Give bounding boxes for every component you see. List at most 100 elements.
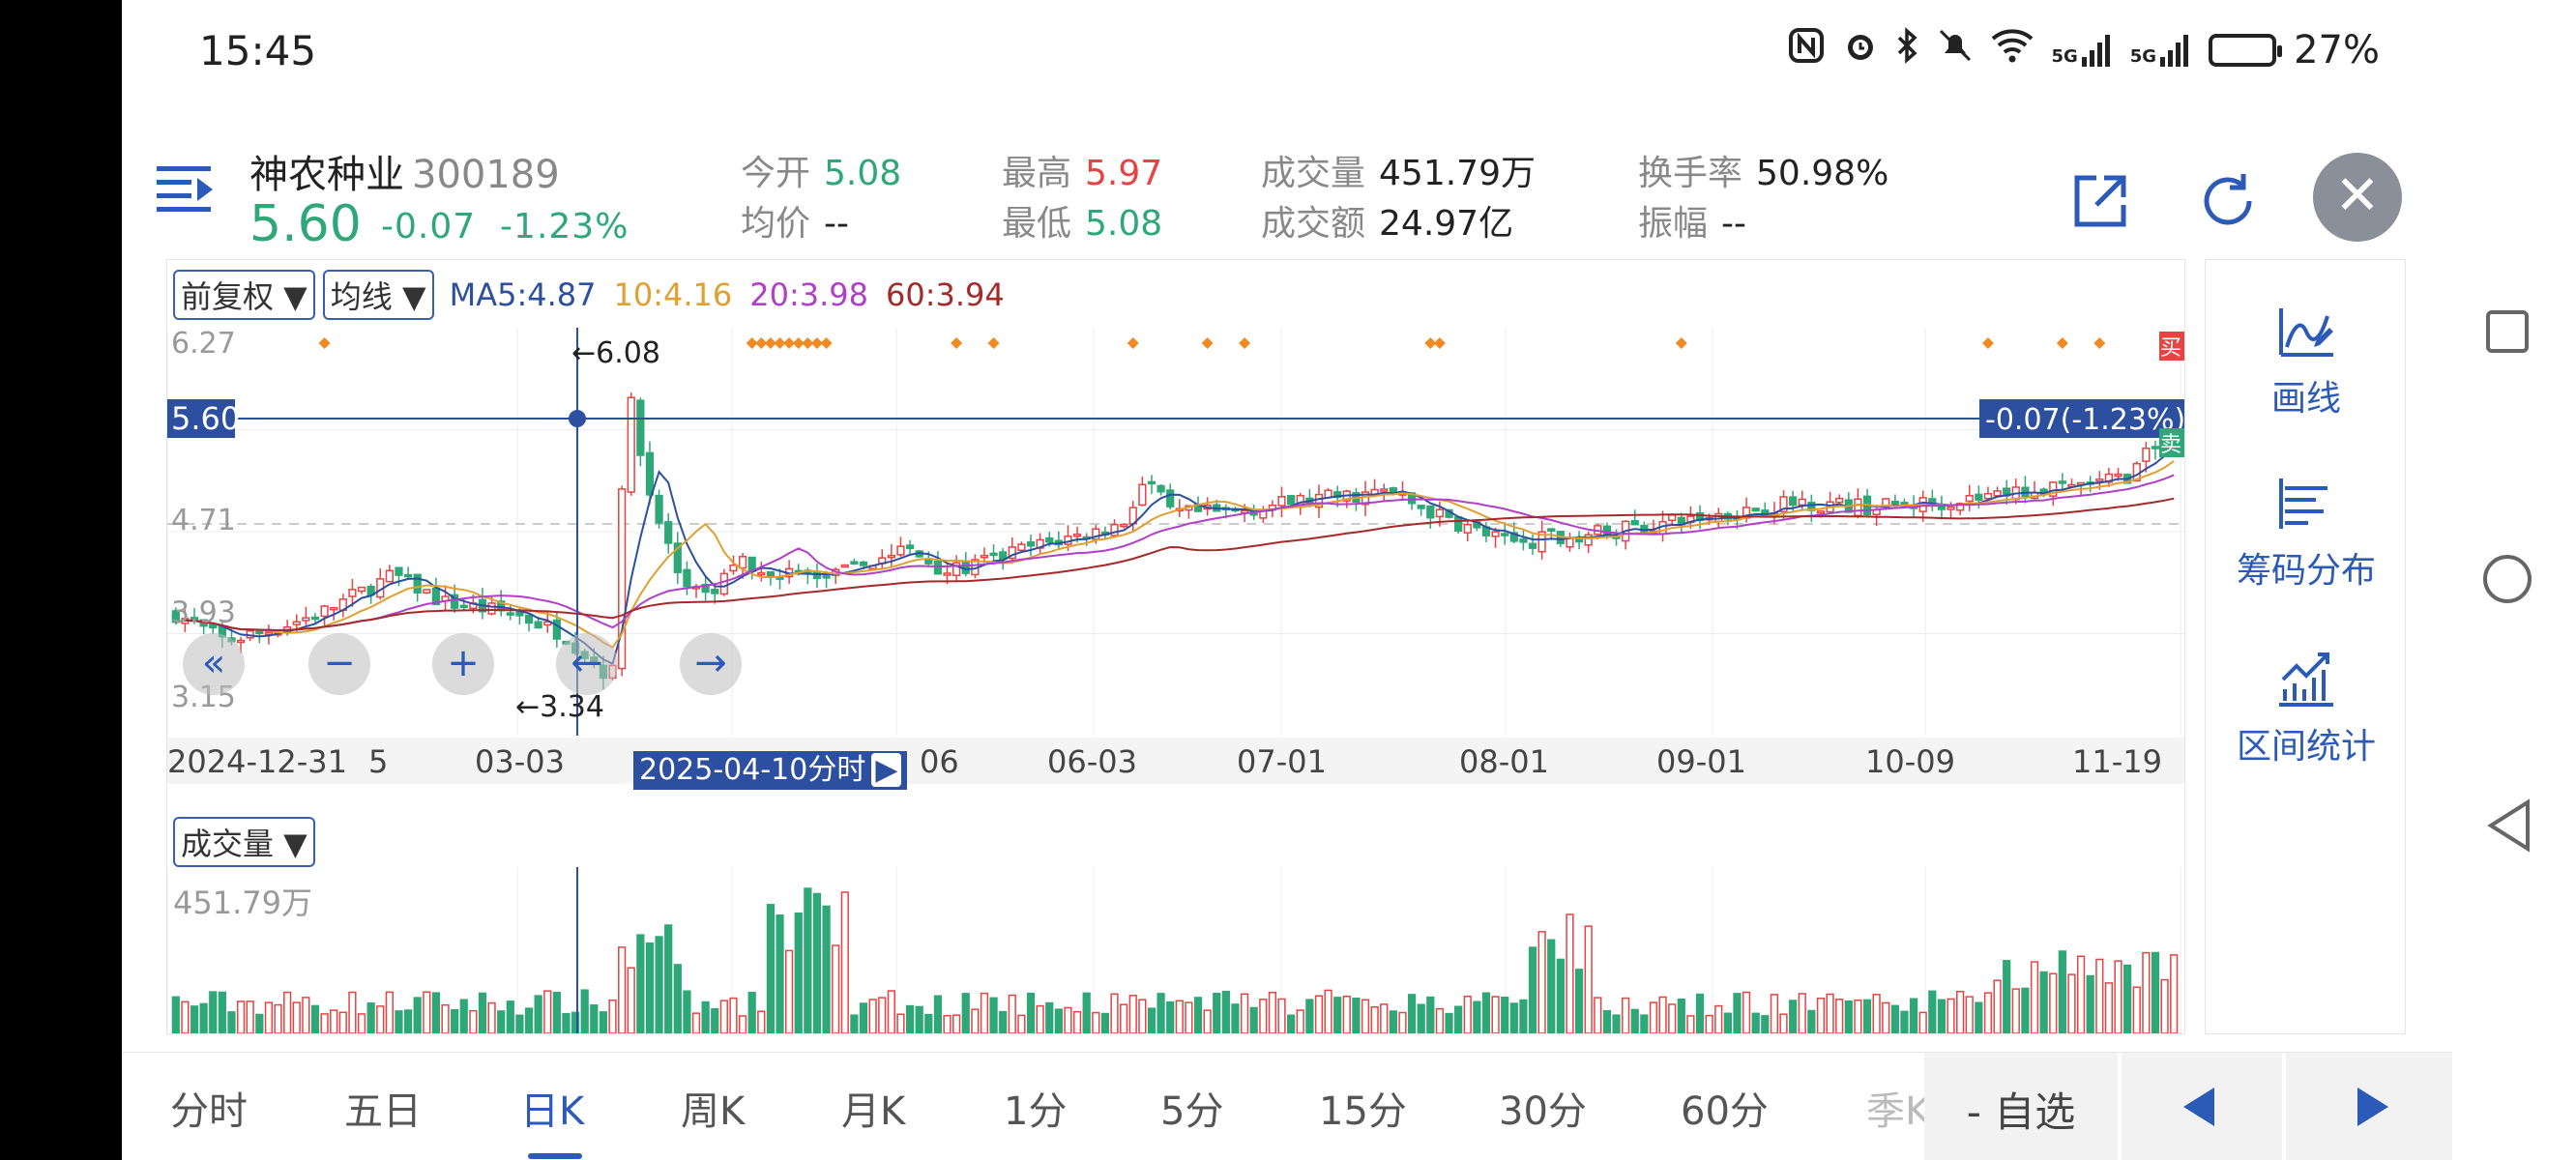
volume-bar — [1761, 1015, 1770, 1033]
volume-bar — [1203, 1009, 1212, 1033]
indicator-select[interactable]: 均线 ▼ — [322, 270, 434, 320]
tab-8[interactable]: 30分 — [1499, 1089, 1587, 1134]
volume-bar — [608, 999, 617, 1033]
candle-body — [1835, 497, 1844, 504]
volume-bar — [431, 992, 441, 1033]
tab-5[interactable]: 1分 — [1004, 1089, 1068, 1134]
candle-body — [840, 564, 849, 568]
draw-line-button[interactable]: 画线 — [2206, 303, 2407, 420]
candle-body — [850, 561, 859, 565]
volume-bar — [469, 1009, 478, 1033]
volume-bar — [1807, 1009, 1816, 1033]
zoom-button-3[interactable]: ← — [556, 633, 618, 695]
volume-bar — [515, 1014, 524, 1033]
volume-bar — [2114, 960, 2122, 1033]
candlestick-chart[interactable]: 6.275.494.713.933.15←6.08←3.345.60-0.07(… — [167, 328, 2184, 736]
candle-body — [989, 552, 998, 557]
candle-body — [1528, 542, 1537, 549]
candle-body — [943, 572, 951, 576]
volume-bar — [310, 1004, 320, 1033]
signal-marker — [1201, 337, 1214, 349]
volume-bar — [1640, 1014, 1649, 1033]
candle-body — [1017, 543, 1026, 552]
tab-4[interactable]: 月K — [841, 1089, 906, 1134]
tab-10[interactable]: 季K — [1866, 1089, 1931, 1134]
volume-bar — [1537, 931, 1546, 1033]
candle-body — [255, 630, 264, 635]
zoom-button-2[interactable]: + — [432, 633, 494, 695]
volume-bar — [1092, 1011, 1100, 1033]
prev-stock-button[interactable] — [2122, 1053, 2282, 1160]
volume-bar — [580, 989, 589, 1033]
volume-bar — [1862, 999, 1872, 1033]
signal-marker — [1675, 337, 1687, 349]
volume-bar — [218, 991, 226, 1033]
signal-marker — [755, 337, 768, 349]
candle-body — [524, 614, 534, 624]
volume-bar — [683, 990, 691, 1033]
tool-sidebar: 画线 筹码分布 区间统计 — [2205, 259, 2406, 1034]
range-stats-button[interactable]: 区间统计 — [2206, 651, 2407, 768]
back-icon[interactable] — [2485, 798, 2533, 853]
volume-bar — [757, 1010, 766, 1033]
chip-distribution-button[interactable]: 筹码分布 — [2206, 475, 2407, 593]
volume-bar — [915, 1005, 923, 1033]
volume-bar — [1602, 1009, 1612, 1033]
next-stock-button[interactable] — [2286, 1053, 2452, 1160]
refresh-icon[interactable] — [2197, 170, 2259, 236]
volume-bar — [2104, 982, 2114, 1033]
tab-6[interactable]: 5分 — [1160, 1089, 1224, 1134]
volume-bar — [1983, 992, 1993, 1033]
candle-body — [330, 606, 338, 611]
zoom-button-4[interactable]: → — [680, 633, 742, 695]
volume-bar — [655, 936, 663, 1033]
volume-bar — [1259, 999, 1268, 1033]
volume-bar — [497, 1010, 506, 1033]
candle-body — [1120, 523, 1128, 528]
tab-0[interactable]: 分时 — [170, 1089, 248, 1134]
crosshair-date: 2025-04-10分时 ▶ — [633, 751, 908, 790]
volume-bar — [2170, 954, 2179, 1033]
volume-bar — [1798, 993, 1806, 1033]
zoom-button-0[interactable]: « — [183, 633, 245, 695]
adjust-select[interactable]: 前复权 ▼ — [173, 270, 315, 320]
volume-bar — [283, 991, 292, 1033]
tab-9[interactable]: 60分 — [1681, 1089, 1769, 1134]
volume-bar — [1481, 992, 1491, 1033]
candle-body — [766, 570, 776, 577]
volume-bar — [199, 1002, 208, 1033]
close-button[interactable]: ✕ — [2313, 153, 2402, 242]
volume-select[interactable]: 成交量 ▼ — [173, 817, 315, 867]
volume-bar — [2142, 951, 2151, 1033]
stat-value: 5.08 — [824, 154, 902, 193]
volume-bar — [1975, 1001, 1983, 1033]
candle-body — [627, 396, 635, 493]
menu-icon[interactable] — [157, 162, 219, 224]
candle-body — [2058, 480, 2066, 484]
tab-2[interactable]: 日K — [520, 1089, 585, 1134]
signal-marker — [783, 337, 796, 349]
chart-panel[interactable]: 前复权 ▼ 均线 ▼ MA5:4.87 10:4.16 20:3.98 60:3… — [166, 259, 2185, 1034]
ma10-label: 10:4.16 — [613, 276, 733, 313]
volume-bar — [1612, 1014, 1621, 1033]
volume-bar — [1017, 1014, 1026, 1033]
volume-bar — [1928, 990, 1937, 1033]
stock-price: 5.60 — [249, 195, 362, 253]
volume-bar — [1193, 997, 1203, 1033]
volume-bar — [832, 944, 840, 1033]
volume-bar — [181, 1000, 190, 1033]
tab-1[interactable]: 五日 — [344, 1089, 422, 1134]
share-icon[interactable] — [2069, 170, 2131, 236]
tab-7[interactable]: 15分 — [1319, 1089, 1407, 1134]
recent-apps-icon[interactable] — [2485, 309, 2530, 354]
volume-bar — [171, 996, 180, 1033]
tab-3[interactable]: 周K — [681, 1089, 746, 1134]
candle-body — [2049, 481, 2058, 497]
volume-bar — [1389, 1010, 1397, 1033]
volume-bar — [1882, 1001, 1890, 1033]
chart-controls: 前复权 ▼ 均线 ▼ MA5:4.87 10:4.16 20:3.98 60:3… — [173, 270, 1005, 320]
home-icon[interactable] — [2481, 553, 2533, 605]
zoom-button-1[interactable]: − — [308, 633, 370, 695]
watchlist-button[interactable]: - 自选 — [1924, 1053, 2118, 1160]
play-icon[interactable]: ▶ — [871, 753, 902, 787]
